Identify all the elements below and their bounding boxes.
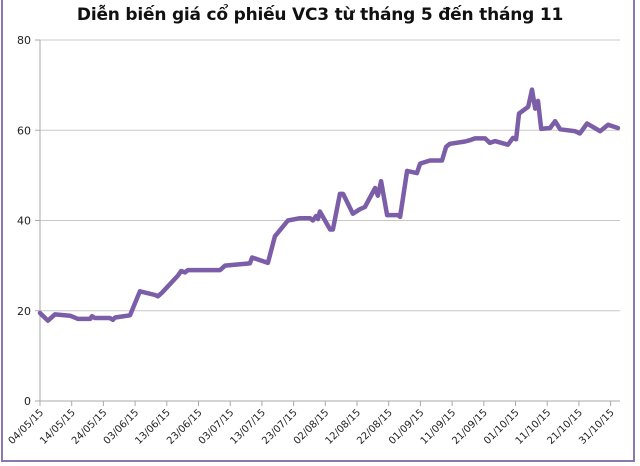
y-axis: 0 20 40 60 80 (17, 34, 41, 408)
y-tick-label: 20 (17, 305, 31, 318)
y-tick-label: 60 (17, 124, 31, 137)
y-tick-label: 0 (24, 395, 31, 408)
y-tick-label: 80 (17, 34, 31, 47)
price-line (37, 87, 621, 323)
gridlines (40, 39, 620, 312)
x-axis: 04/05/1514/05/1524/05/1503/06/1513/06/15… (7, 400, 620, 447)
y-tick-label: 40 (17, 215, 31, 228)
chart-title: Diễn biến giá cổ phiếu VC3 từ tháng 5 đế… (76, 5, 564, 25)
